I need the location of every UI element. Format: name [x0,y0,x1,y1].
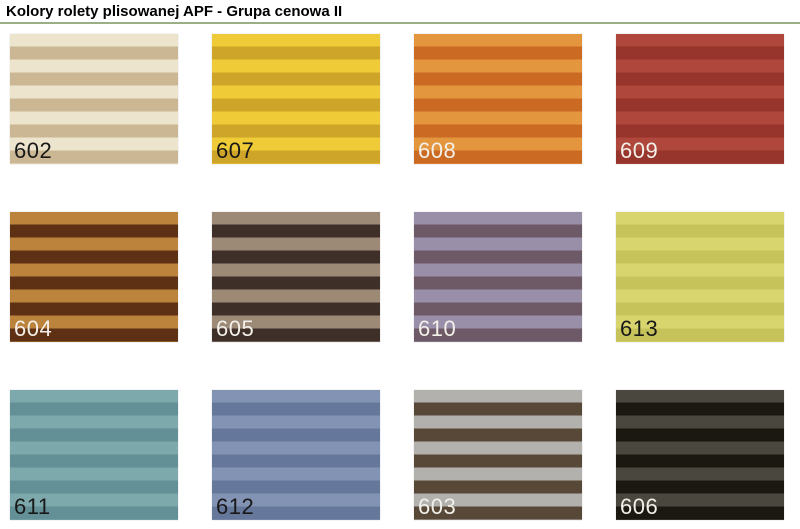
swatch-code-label: 603 [418,494,457,519]
color-swatch-612: 612 [212,390,380,520]
swatch-code-label: 607 [216,138,255,163]
color-swatch-603: 603 [414,390,582,520]
color-swatch-613: 613 [616,212,784,342]
swatch-code-label: 610 [418,316,457,341]
swatch-grid: 602 607 608 609 604 605 610 613 611 612 603 606 [10,34,800,520]
color-swatch-607: 607 [212,34,380,164]
color-swatch-608: 608 [414,34,582,164]
swatch-code-label: 608 [418,138,457,163]
color-swatch-609: 609 [616,34,784,164]
color-swatch-610: 610 [414,212,582,342]
color-swatch-605: 605 [212,212,380,342]
color-swatch-602: 602 [10,34,178,164]
swatch-code-label: 612 [216,494,255,519]
color-swatch-611: 611 [10,390,178,520]
header: Kolory rolety plisowanej APF - Grupa cen… [0,0,800,24]
swatch-code-label: 611 [14,494,51,519]
swatch-code-label: 613 [620,316,659,341]
page-title: Kolory rolety plisowanej APF - Grupa cen… [6,3,343,20]
swatch-code-label: 605 [216,316,255,341]
swatch-code-label: 609 [620,138,659,163]
swatch-code-label: 606 [620,494,659,519]
color-swatch-606: 606 [616,390,784,520]
swatch-code-label: 604 [14,316,53,341]
color-swatch-604: 604 [10,212,178,342]
swatch-code-label: 602 [14,138,53,163]
